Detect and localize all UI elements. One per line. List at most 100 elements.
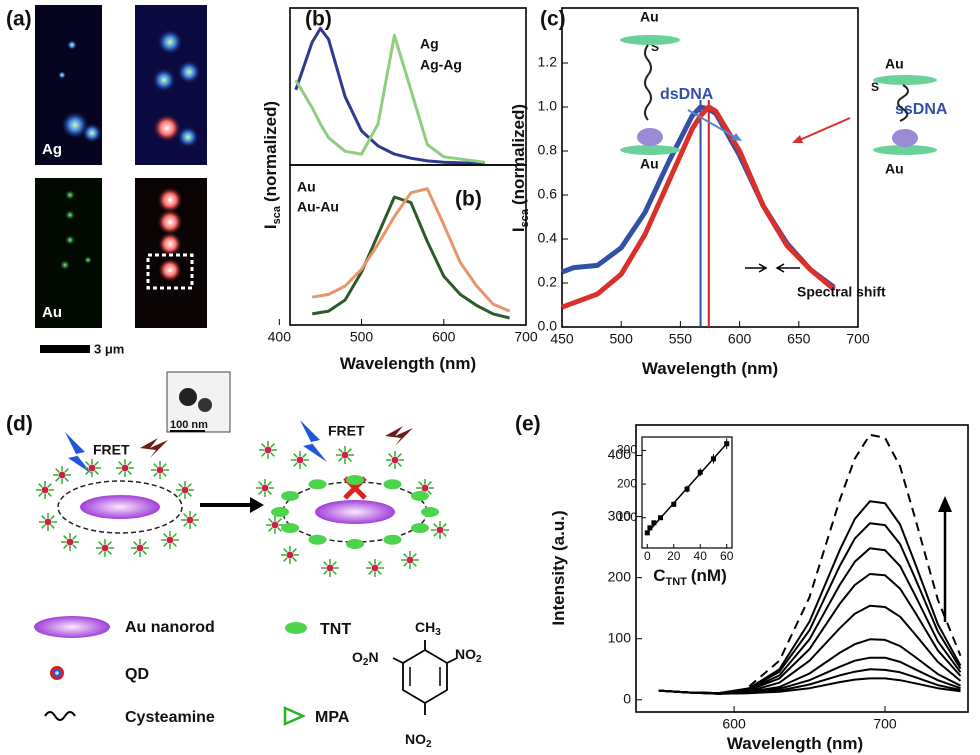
qd-core (101, 544, 109, 552)
label-sub: sca (519, 208, 531, 227)
quantum-dot (36, 481, 54, 499)
qd-core (66, 538, 74, 546)
series-line (748, 433, 962, 688)
qd-core (58, 471, 66, 479)
ligand (127, 461, 132, 466)
ligand (178, 492, 183, 497)
ligand (433, 532, 438, 537)
tnt (410, 523, 429, 533)
qd-core (271, 521, 279, 529)
ligand (127, 470, 132, 475)
plot-frame (641, 436, 733, 549)
protein (637, 128, 663, 146)
ligand (347, 457, 352, 462)
y-tick-label: 100 (617, 510, 637, 524)
label-au: Au (42, 304, 62, 321)
qd-core (264, 446, 272, 454)
ligand (63, 535, 68, 540)
label-rest: (normalized) (261, 101, 280, 202)
formula: CH3 (415, 619, 441, 638)
x-axis-label: Wavelength (nm) (727, 734, 863, 753)
x-tick-label: 500 (610, 331, 634, 347)
label-rest: (normalized) (509, 104, 528, 205)
ligand (332, 561, 337, 566)
formula: O2N (352, 649, 379, 668)
legend-entry: Ag-Ag (420, 57, 462, 73)
x-axis-label: CTNT (nM) (653, 566, 727, 587)
qd-core (186, 516, 194, 524)
qd-core (406, 556, 414, 564)
ligand (377, 561, 382, 566)
ligand (118, 461, 123, 466)
panel-label: (c) (540, 8, 566, 31)
arrow-head (250, 497, 264, 513)
benzene (392, 640, 458, 715)
ligand (41, 524, 46, 529)
ligand (270, 452, 275, 457)
series-line (294, 27, 485, 166)
quantum-dot (39, 513, 57, 531)
point (697, 469, 703, 475)
x-tick-label: 700 (846, 331, 870, 347)
ligand (442, 532, 447, 537)
x-tick-label: 20 (667, 549, 681, 563)
quantum-dot (256, 479, 274, 497)
legend-text: Cysteamine (125, 709, 215, 726)
ligand (107, 550, 112, 555)
ligand (270, 443, 275, 448)
ligand (418, 481, 423, 486)
ligand (368, 561, 373, 566)
excitation (65, 432, 92, 474)
ligand (163, 533, 168, 538)
quantum-dot (266, 516, 284, 534)
y-axis-label: Isca (normalized) (509, 104, 530, 232)
cysteamine-shell (57, 480, 183, 534)
ligand (323, 561, 328, 566)
x-axis-label: Wavelength (nm) (642, 359, 778, 378)
series-line (294, 33, 486, 164)
x-tick-label: 0 (644, 549, 651, 563)
y-tick-label: 100 (608, 629, 632, 645)
y-axis-label: Isca (normalized) (261, 101, 282, 229)
point (644, 530, 650, 536)
label-main: C (653, 566, 665, 585)
spots (58, 29, 201, 282)
point (651, 520, 657, 526)
x-tick-label: 650 (787, 331, 811, 347)
ligand (283, 557, 288, 562)
x-tick-label: 600 (722, 716, 746, 732)
legend-cysteamine (44, 711, 76, 721)
ligand (258, 490, 263, 495)
ligand (98, 550, 103, 555)
ligand (397, 453, 402, 458)
point (658, 515, 664, 521)
y-tick-label: 0.6 (538, 186, 558, 202)
quantum-dot (336, 446, 354, 464)
annotation: Au (885, 161, 904, 177)
ligand (64, 468, 69, 473)
quantum-dot (61, 533, 79, 551)
nanorod (315, 500, 395, 524)
pointer (687, 109, 741, 141)
ligand (133, 541, 138, 546)
formula-part: CH (415, 619, 435, 635)
plot-frame (561, 7, 859, 328)
ligand (142, 550, 147, 555)
y-tick-label: 300 (617, 443, 637, 457)
ligand (72, 544, 77, 549)
quantum-dot (161, 531, 179, 549)
label-main: I (509, 227, 528, 232)
y-axis-label: Intensity (a.u.) (549, 510, 568, 625)
ligand (55, 468, 60, 473)
legend-text: MPA (315, 709, 350, 726)
ligand (172, 533, 177, 538)
annotation: Au (640, 9, 659, 25)
ligand (94, 461, 99, 466)
series-line (561, 104, 836, 310)
ligand (442, 523, 447, 528)
particle (179, 388, 197, 406)
ligand (47, 483, 52, 488)
qd-core (181, 486, 189, 494)
qd-core (136, 544, 144, 552)
